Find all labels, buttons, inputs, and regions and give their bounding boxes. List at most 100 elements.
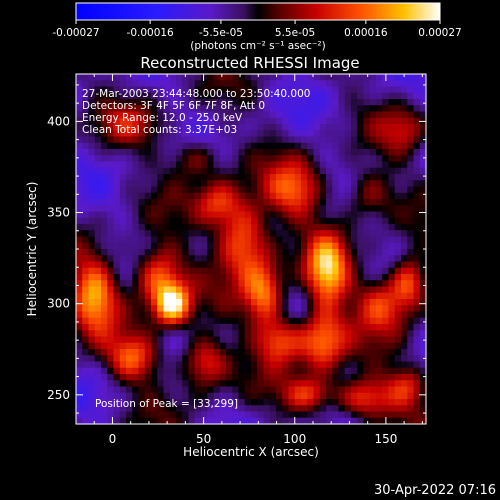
heatmap-cell [76,274,83,281]
heatmap-cell [82,392,90,400]
heatmap-cell [307,174,315,181]
heatmap-cell [113,342,121,350]
heatmap-cell [319,142,327,150]
heatmap-cell [126,361,133,369]
heatmap-cell [288,242,296,250]
heatmap-cell [101,311,108,319]
heatmap-cell [82,249,90,256]
heatmap-cell [301,342,308,350]
heatmap-cell [394,361,402,369]
heatmap-cell [107,211,115,219]
heatmap-cell [119,267,127,275]
heatmap-cell [376,136,383,144]
heatmap-cell [226,86,233,94]
heatmap-cell [138,111,146,119]
heatmap-cell [382,274,390,281]
heatmap-cell [107,92,115,100]
heatmap-cell [126,86,133,94]
heatmap-cell [157,349,165,356]
heatmap-cell [119,367,127,375]
heatmap-cell [307,255,315,263]
heatmap-cell [401,211,408,219]
heatmap-cell [132,111,140,119]
heatmap-cell [113,155,121,163]
heatmap-cell [169,230,177,238]
heatmap-cell [113,330,121,338]
heatmap-cell [288,192,296,200]
heatmap-cell [344,199,352,206]
heatmap-cell [88,255,96,263]
heatmap-cell [113,124,121,131]
heatmap-cell [282,242,290,250]
heatmap-cell [332,355,340,363]
heatmap-cell [401,274,408,281]
heatmap-cell [301,186,308,194]
heatmap-cell [207,261,215,269]
heatmap-cell [282,161,290,169]
colorbar-gradient [75,2,441,21]
heatmap-cell [413,199,421,206]
heatmap-cell [238,367,246,375]
heatmap-cell [363,186,371,194]
heatmap-cell [313,224,321,231]
heatmap-cell [338,92,346,100]
heatmap-cell [382,111,390,119]
heatmap-cell [307,99,315,106]
heatmap-cell [269,167,277,175]
heatmap-cell [282,349,290,356]
heatmap-cell [357,217,365,225]
heatmap-cell [101,174,108,181]
heatmap-cell [113,399,121,406]
heatmap-cell [182,211,190,219]
heatmap-cell [101,136,108,144]
heatmap-cell [88,349,96,356]
heatmap-cell [357,274,365,281]
heatmap-cell [351,336,358,344]
heatmap-cell [301,417,308,425]
heatmap-cell [326,80,333,88]
heatmap-cell [263,267,271,275]
heatmap-cell [332,292,340,300]
heatmap-cell [269,130,277,138]
heatmap-cell [232,142,240,150]
heatmap-cell [169,267,177,275]
heatmap-cell [382,249,390,256]
heatmap-cell [151,149,158,156]
heatmap-cell [301,99,308,106]
heatmap-cell [132,186,140,194]
heatmap-cell [394,336,402,344]
heatmap-cell [201,305,208,313]
heatmap-cell [407,367,415,375]
heatmap-cell [219,324,227,331]
heatmap-cell [219,355,227,363]
heatmap-cell [188,274,196,281]
heatmap-cell [263,99,271,106]
heatmap-cell [132,367,140,375]
heatmap-cell [382,236,390,244]
heatmap-cell [201,142,208,150]
heatmap-cell [194,92,202,100]
heatmap-cell [288,130,296,138]
heatmap-cell [394,180,402,188]
heatmap-cell [76,86,83,94]
heatmap-cell [132,217,140,225]
heatmap-cell [201,267,208,275]
heatmap-cell [226,149,233,156]
heatmap-cell [344,161,352,169]
heatmap-cell [376,299,383,306]
heatmap-cell [394,292,402,300]
y-tick-label: 300 [47,297,70,311]
heatmap-cell [201,292,208,300]
heatmap-cell [238,224,246,231]
heatmap-cell [382,174,390,181]
heatmap-cell [213,130,221,138]
heatmap-cell [276,230,283,238]
heatmap-cell [382,367,390,375]
heatmap-cell [232,249,240,256]
heatmap-cell [388,105,396,113]
heatmap-cell [107,267,115,275]
heatmap-cell [207,274,215,281]
heatmap-cell [313,380,321,388]
heatmap-cell [138,136,146,144]
heatmap-cell [351,99,358,106]
